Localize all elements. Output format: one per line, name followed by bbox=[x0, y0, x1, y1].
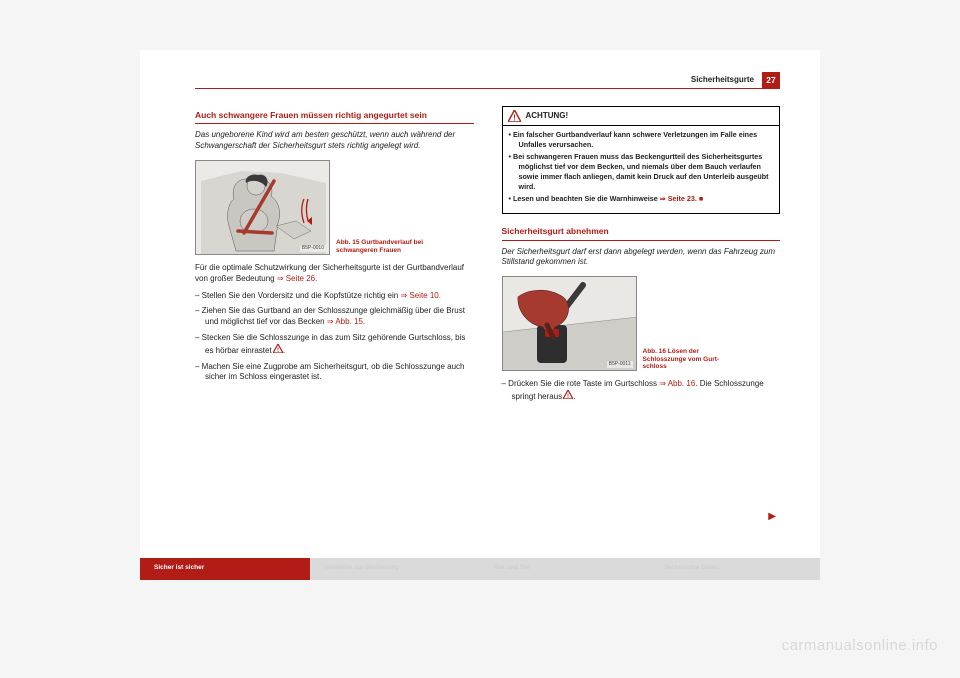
svg-text:!: ! bbox=[277, 348, 279, 353]
content-columns: Auch schwangere Frauen müssen richtig an… bbox=[195, 106, 780, 408]
step-insert-tongue: Stecken Sie die Schlosszunge in das zum … bbox=[195, 333, 474, 357]
achtung-body: Ein falscher Gurtbandverlauf kann schwer… bbox=[503, 126, 780, 213]
figure-16-tag: B5P-0011 bbox=[607, 361, 633, 368]
step-adjust-seat: Stellen Sie den Vordersitz und die Kopfs… bbox=[195, 291, 474, 302]
warn-item-3: Lesen und beachten Sie die Warnhinweise … bbox=[509, 194, 774, 204]
section-title: Sicherheitsgurte bbox=[691, 75, 754, 84]
tab-technische-daten[interactable]: Technische Daten bbox=[650, 558, 820, 580]
figure-16-image: B5P-0011 bbox=[502, 276, 637, 371]
heading-pregnant: Auch schwangere Frauen müssen richtig an… bbox=[195, 110, 474, 124]
continue-arrow-icon: ▶ bbox=[768, 511, 776, 522]
ref-fig-16: ⇒ Abb. 16 bbox=[659, 379, 695, 388]
ref-page-23: ⇒ Seite 23. bbox=[660, 194, 697, 203]
intro-remove-belt: Der Sicherheitsgurt darf erst dann abgel… bbox=[502, 247, 781, 269]
ref-page-10: ⇒ Seite 10. bbox=[400, 291, 441, 300]
text: Stellen Sie den Vordersitz und die Kopfs… bbox=[202, 291, 401, 300]
para-belt-routing: Für die optimale Schutzwirkung der Siche… bbox=[195, 263, 474, 285]
text: Stecken Sie die Schlosszunge in das zum … bbox=[202, 333, 466, 355]
step-press-red-button: Drücken Sie die rote Taste im Gurtschlos… bbox=[502, 379, 781, 403]
manual-page: Sicherheitsgurte 27 Auch schwangere Frau… bbox=[140, 50, 820, 580]
figure-16-row: B5P-0011 Abb. 16 Lösen der Schlosszunge … bbox=[502, 276, 781, 371]
tab-sicher-ist-sicher[interactable]: Sicher ist sicher bbox=[140, 558, 310, 580]
header-rule bbox=[195, 88, 780, 89]
figure-15-row: B5P-0010 Abb. 15 Gurtbandverlauf bei sch… bbox=[195, 160, 474, 255]
figure-15-tag: B5P-0010 bbox=[300, 245, 326, 252]
text: Drücken Sie die rote Taste im Gurtschlos… bbox=[508, 379, 659, 388]
intro-pregnant: Das ungeborene Kind wird am besten gesch… bbox=[195, 130, 474, 152]
svg-text:!: ! bbox=[567, 394, 569, 399]
achtung-header: ! ACHTUNG! bbox=[503, 107, 780, 126]
warn-item-2: Bei schwangeren Frauen muss das Beckengu… bbox=[509, 152, 774, 191]
text: Für die optimale Schutzwirkung der Siche… bbox=[195, 263, 464, 283]
footer-tabs: Sicher ist sicher Hinweise zur Bedienung… bbox=[140, 558, 820, 580]
left-column: Auch schwangere Frauen müssen richtig an… bbox=[195, 106, 474, 408]
figure-15-caption: Abb. 15 Gurtbandverlauf bei schwangeren … bbox=[336, 239, 426, 255]
heading-remove-belt: Sicherheitsgurt abnehmen bbox=[502, 226, 781, 240]
warn-item-1: Ein falscher Gurtbandverlauf kann schwer… bbox=[509, 130, 774, 149]
end-square-icon: ■ bbox=[699, 194, 703, 203]
watermark: carmanualsonline.info bbox=[782, 637, 938, 654]
achtung-box: ! ACHTUNG! Ein falscher Gurtbandverlauf … bbox=[502, 106, 781, 214]
step-pull-belt: Ziehen Sie das Gurtband an der Schlosszu… bbox=[195, 306, 474, 328]
warning-triangle-icon: ! bbox=[508, 110, 521, 122]
svg-text:!: ! bbox=[513, 114, 516, 123]
ref-page-26: ⇒ Seite 26. bbox=[277, 274, 318, 283]
text: Lesen und beachten Sie die Warnhinweise bbox=[513, 194, 660, 203]
figure-16-caption: Abb. 16 Lösen der Schlosszunge vom Gurt­… bbox=[643, 348, 733, 371]
tab-rat-und-tat[interactable]: Rat und Tat bbox=[480, 558, 650, 580]
ref-fig-15: ⇒ Abb. 15. bbox=[327, 317, 365, 326]
tab-hinweise[interactable]: Hinweise zur Bedienung bbox=[310, 558, 480, 580]
page-header: Sicherheitsgurte 27 bbox=[195, 72, 780, 98]
step-pull-test: Machen Sie eine Zugprobe am Sicherheitsg… bbox=[195, 362, 474, 384]
achtung-label: ACHTUNG! bbox=[526, 111, 569, 122]
figure-15-image: B5P-0010 bbox=[195, 160, 330, 255]
right-column: ! ACHTUNG! Ein falscher Gurtbandverlauf … bbox=[502, 106, 781, 408]
page-number: 27 bbox=[762, 72, 780, 88]
